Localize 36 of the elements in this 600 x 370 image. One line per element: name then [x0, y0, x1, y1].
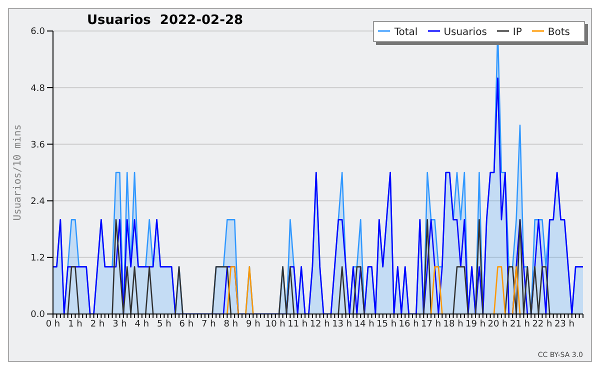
x-tick-label: 13 h	[332, 319, 352, 330]
legend-label: Usuarios	[444, 27, 487, 38]
x-tick-label: 18 h	[443, 319, 464, 330]
y-tick-label: 4.8	[30, 84, 46, 94]
x-tick-label: 22 h	[532, 319, 552, 330]
legend-label: Bots	[548, 27, 570, 38]
x-tick-label: 11 h	[288, 319, 308, 330]
x-tick-label: 3 h	[112, 319, 127, 330]
x-tick-label: 4 h	[134, 319, 150, 330]
x-tick-label: 23 h	[554, 319, 574, 330]
x-tick-label: 5 h	[157, 319, 172, 330]
x-tick-label: 8 h	[224, 319, 238, 330]
x-tick-label: 6 h	[179, 319, 194, 330]
y-axis-title: Usuarios/10 mins	[12, 124, 24, 221]
x-tick-label: 0 h	[46, 319, 60, 330]
y-tick-label: 1.2	[30, 254, 45, 264]
y-tick-label: 2.4	[30, 196, 46, 207]
x-tick-label: 15 h	[376, 319, 397, 330]
legend-label: IP	[512, 27, 522, 38]
x-tick-label: 20 h	[488, 319, 508, 330]
x-tick-label: 7 h	[202, 319, 216, 330]
x-tick-label: 16 h	[398, 319, 419, 330]
x-tick-label: 1 h	[68, 319, 82, 330]
x-tick-label: 17 h	[421, 319, 442, 330]
legend-label: Total	[394, 27, 418, 38]
x-tick-label: 21 h	[510, 319, 530, 330]
x-tick-label: 10 h	[265, 319, 286, 330]
x-tick-label: 9 h	[246, 319, 260, 330]
y-tick-label: 6.0	[30, 27, 46, 38]
chart-title: Usuarios 2022-02-28	[87, 13, 244, 28]
x-tick-label: 19 h	[466, 319, 486, 330]
x-tick-label: 14 h	[354, 319, 374, 330]
x-tick-label: 2 h	[90, 319, 105, 330]
y-tick-label: 3.6	[30, 140, 46, 150]
x-tick-label: 12 h	[310, 319, 330, 330]
y-tick-label: 0.0	[30, 310, 46, 320]
